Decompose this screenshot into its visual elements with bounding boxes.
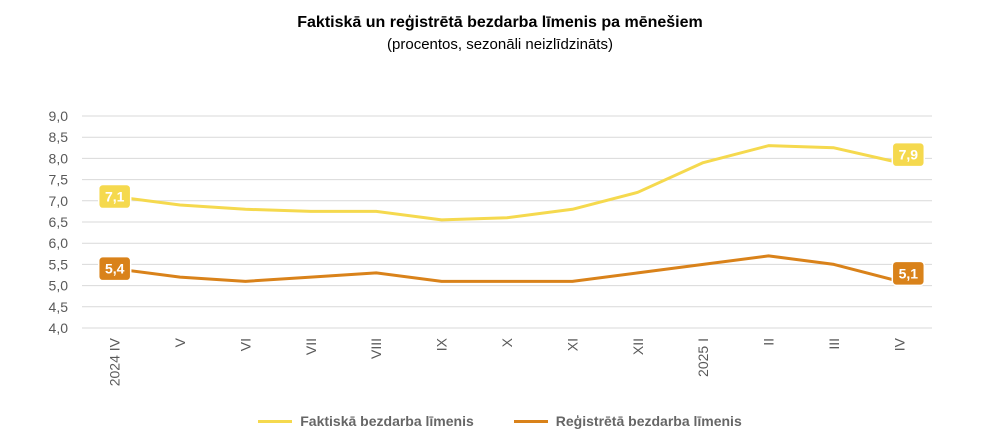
y-tick-label: 4,0	[49, 320, 69, 336]
data-label-start-1: 5,4	[105, 261, 125, 277]
chart-title: Faktiskā un reģistrētā bezdarba līmenis …	[297, 14, 703, 31]
data-label-end-1-badge	[891, 260, 926, 287]
x-tick-label: IX	[434, 337, 450, 351]
y-tick-label: 9,0	[49, 108, 69, 124]
x-tick-label: V	[172, 337, 188, 347]
data-label-start-0: 7,1	[105, 189, 125, 205]
legend-swatch-faktiska	[258, 419, 293, 423]
y-tick-label: 7,5	[49, 172, 69, 188]
y-tick-label: 6,5	[49, 214, 69, 230]
legend-label-faktiska: Faktiskā bezdarba līmenis	[300, 413, 474, 429]
series-line-0	[113, 144, 901, 222]
x-tick-label: X	[499, 337, 515, 347]
legend: Faktiskā bezdarba līmenis Reģistrētā bez…	[0, 413, 1000, 429]
legend-item-registreta: Reģistrētā bezdarba līmenis	[513, 413, 742, 429]
data-label-start-1-badge	[97, 255, 132, 282]
y-tick-label: 8,0	[49, 150, 69, 166]
data-label-end-1: 5,1	[899, 265, 919, 281]
x-tick-label: VII	[303, 338, 319, 355]
legend-item-faktiska: Faktiskā bezdarba līmenis	[258, 413, 474, 429]
legend-label-registreta: Reģistrētā bezdarba līmenis	[555, 413, 742, 429]
x-tick-label: VIII	[368, 338, 384, 359]
x-tick-label: 2024 IV	[107, 337, 123, 386]
chart-subtitle: (procentos, sezonāli neizlīdzināts)	[387, 36, 613, 53]
series-line-1	[113, 254, 901, 283]
y-tick-label: 7,0	[49, 193, 69, 209]
y-tick-label: 8,5	[49, 129, 69, 145]
data-label-start-0-badge	[97, 183, 132, 210]
x-tick-label: XI	[564, 338, 580, 351]
x-tick-label: IV	[891, 337, 907, 351]
y-tick-label: 5,0	[49, 278, 69, 294]
data-label-end-0: 7,9	[899, 147, 919, 163]
x-tick-label: XII	[630, 338, 646, 355]
legend-swatch-registreta	[513, 419, 548, 423]
y-tick-label: 6,0	[49, 235, 69, 251]
y-tick-label: 5,5	[49, 256, 69, 272]
x-tick-label: VI	[237, 338, 253, 351]
data-label-end-0-badge	[891, 141, 926, 168]
x-tick-label: III	[826, 338, 842, 350]
x-tick-label: II	[761, 338, 777, 346]
x-tick-label: 2025 I	[695, 338, 711, 377]
y-tick-label: 4,5	[49, 299, 69, 315]
